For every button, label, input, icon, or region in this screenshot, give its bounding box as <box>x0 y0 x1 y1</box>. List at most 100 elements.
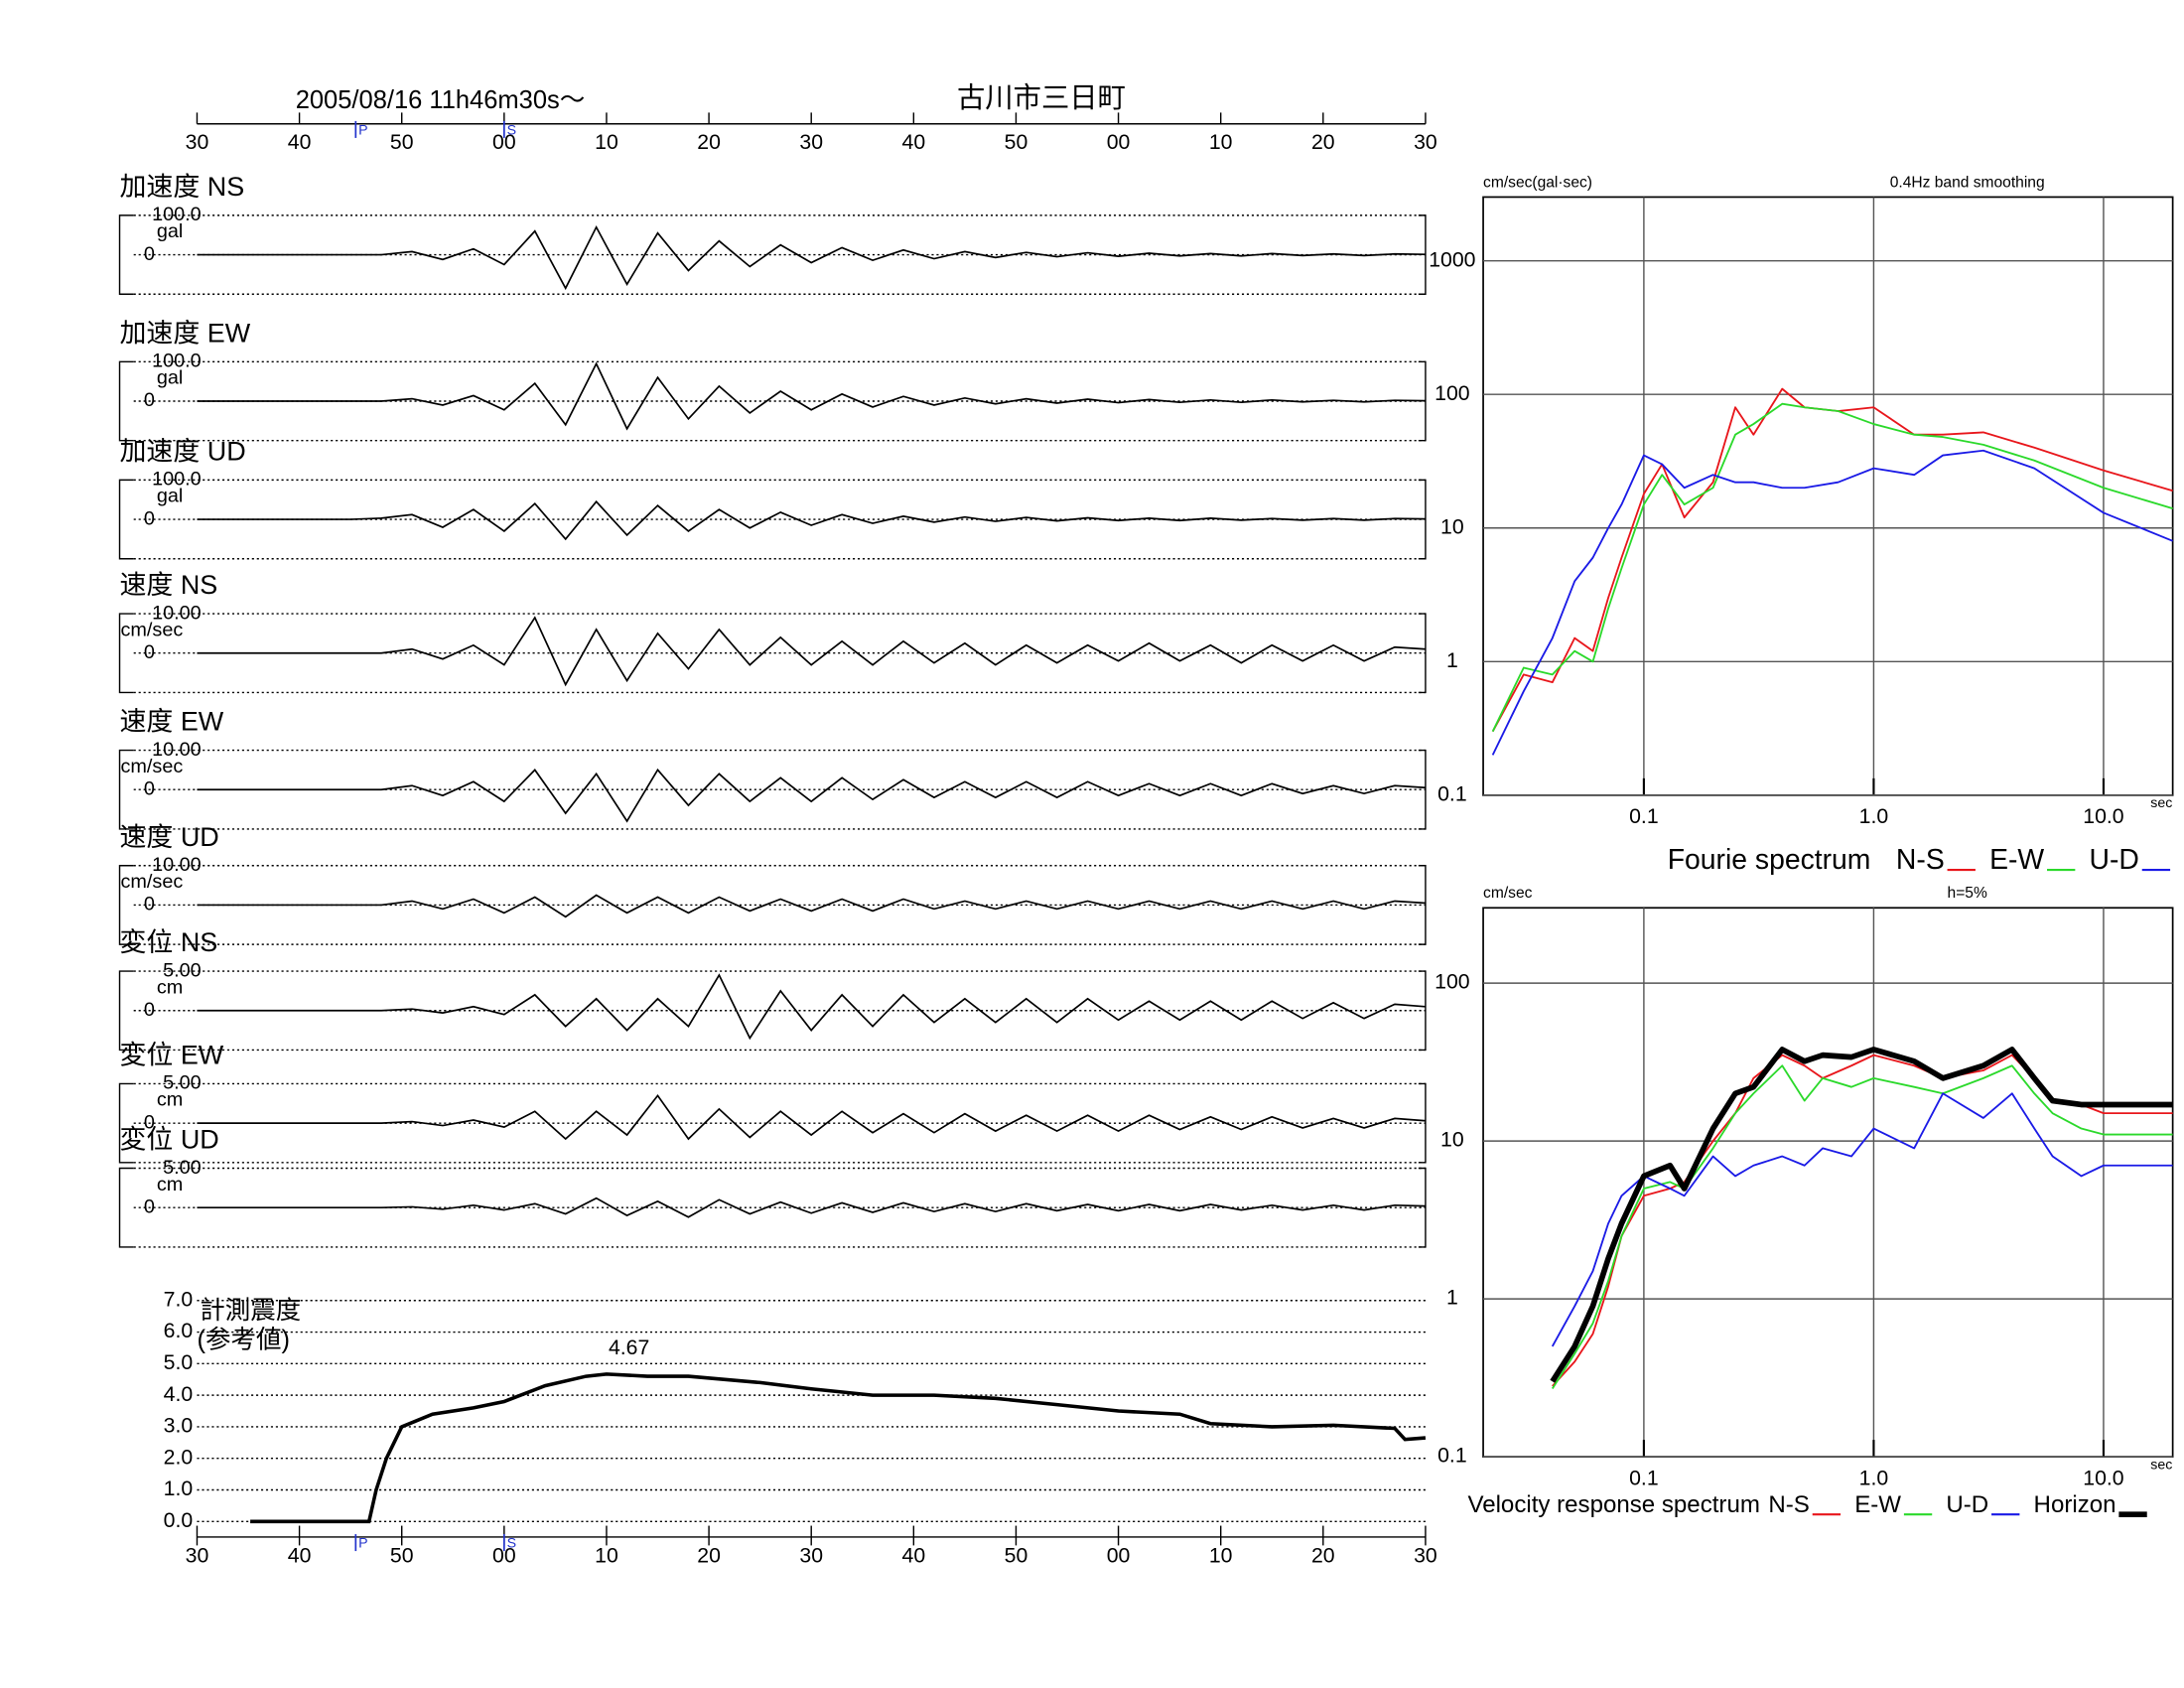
plot-frame <box>1482 907 2174 1458</box>
unit-label: cm/sec <box>121 756 184 777</box>
channel-label: 変位 UD <box>120 1125 219 1155</box>
x-tick-label: 50 <box>1005 1543 1028 1567</box>
y-tick-label: 0 <box>144 243 155 265</box>
channel-label: 変位 NS <box>120 927 218 957</box>
y-tick-label: 10 <box>1440 514 1464 538</box>
y-tick-label: 6.0 <box>164 1319 194 1342</box>
spectrum-line <box>1551 1064 2173 1390</box>
y-tick-label: 3.0 <box>164 1414 194 1438</box>
legend-label: Horizon <box>2034 1491 2116 1518</box>
x-tick-label: 50 <box>390 130 414 154</box>
y-tick-label: 5.00 <box>163 1157 202 1179</box>
y-tick-label: 5.00 <box>163 959 202 981</box>
x-axis-label: sec <box>2150 1457 2172 1473</box>
y-tick-label: 100.0 <box>152 351 202 372</box>
channel-label: 速度 UD <box>120 822 219 852</box>
unit-label: cm/sec <box>121 871 184 893</box>
y-tick-label: 10.00 <box>152 739 202 761</box>
y-tick-label: 100 <box>1434 381 1469 405</box>
waveform-trace <box>197 616 1427 687</box>
y-tick-label: 100 <box>1434 970 1469 994</box>
unit-label: cm <box>157 1174 183 1196</box>
x-tick-label: 30 <box>186 130 209 154</box>
x-tick-label: 40 <box>902 1543 926 1567</box>
y-tick-label: 10.00 <box>152 854 202 876</box>
y-tick-label: 0 <box>144 894 155 915</box>
phase-label: P <box>358 1536 367 1552</box>
y-tick-label: 0.1 <box>1437 781 1467 805</box>
title: 計測震度 <box>200 1297 301 1325</box>
subtitle: (参考値) <box>197 1327 289 1354</box>
title: 2005/08/16 11h46m30s〜 <box>296 86 586 114</box>
x-tick-label: 20 <box>697 130 721 154</box>
x-tick-label: 00 <box>1107 130 1131 154</box>
x-tick-label: 1.0 <box>1859 804 1889 828</box>
x-tick-label: 00 <box>492 130 516 154</box>
unit-label: cm/sec <box>121 619 184 640</box>
y-tick-label: 1 <box>1446 1286 1458 1310</box>
waveform-trace <box>197 1196 1426 1218</box>
station-name: 古川市三日町 <box>957 82 1126 114</box>
unit-label: gal <box>157 367 183 389</box>
x-tick-label: 20 <box>1311 130 1335 154</box>
x-tick-label: 30 <box>799 1543 823 1567</box>
unit-label: cm <box>157 1089 183 1111</box>
y-tick-label: 4.0 <box>164 1382 194 1406</box>
x-tick-label: 10.0 <box>2083 1466 2123 1489</box>
spectrum-line <box>1491 449 2173 756</box>
phase-label: P <box>358 123 367 139</box>
y-axis-label: cm/sec <box>1483 885 1533 902</box>
waveform-trace <box>197 894 1427 918</box>
y-tick-label: 100.0 <box>152 469 202 491</box>
y-axis-label: cm/sec(gal·sec) <box>1483 174 1592 191</box>
x-tick-label: 30 <box>186 1543 209 1567</box>
x-tick-label: 30 <box>1414 130 1437 154</box>
y-tick-label: 0 <box>144 777 155 799</box>
x-tick-label: 30 <box>799 130 823 154</box>
waveform-trace <box>197 1093 1427 1141</box>
unit-label: cm <box>157 976 183 998</box>
y-tick-label: 10.00 <box>152 602 202 624</box>
y-tick-label: 0 <box>144 507 155 529</box>
x-tick-label: 10.0 <box>2083 804 2123 828</box>
x-tick-label: 20 <box>697 1543 721 1567</box>
x-tick-label: 50 <box>1005 130 1028 154</box>
y-tick-label: 0 <box>144 1196 155 1217</box>
x-tick-label: 50 <box>390 1543 414 1567</box>
y-tick-label: 0 <box>144 389 155 411</box>
phase-label: S <box>507 123 516 139</box>
spectrum-line <box>1491 387 2173 733</box>
y-tick-label: 5.0 <box>164 1350 194 1374</box>
x-tick-label: 30 <box>1414 1543 1437 1567</box>
y-tick-label: 0 <box>144 641 155 663</box>
x-tick-label: 10 <box>1209 1543 1233 1567</box>
x-tick-label: 00 <box>1107 1543 1131 1567</box>
x-axis-label: sec <box>2150 795 2172 811</box>
y-tick-label: 1.0 <box>164 1477 194 1500</box>
waveform-trace <box>197 361 1426 431</box>
legend-label: N-S <box>1896 844 1945 876</box>
x-tick-label: 40 <box>902 130 926 154</box>
channel-label: 加速度 UD <box>120 437 246 467</box>
x-tick-label: 10 <box>595 1543 618 1567</box>
waveform-trace <box>197 768 1427 823</box>
y-tick-label: 100.0 <box>152 204 202 225</box>
y-tick-label: 1 <box>1446 648 1458 672</box>
legend-title: Velocity response spectrum <box>1467 1491 1759 1518</box>
y-tick-label: 5.00 <box>163 1072 202 1094</box>
y-tick-label: 0 <box>144 1111 155 1133</box>
channel-label: 加速度 EW <box>120 318 251 348</box>
spectrum-line <box>1550 1047 2173 1383</box>
note: h=5% <box>1948 885 1987 902</box>
legend-label: N-S <box>1768 1491 1809 1518</box>
x-tick-label: 10 <box>595 130 618 154</box>
y-tick-label: 0 <box>144 999 155 1021</box>
legend-title: Fourie spectrum <box>1668 844 1871 876</box>
spectrum-line <box>1491 402 2173 733</box>
phase-label: S <box>507 1536 516 1552</box>
x-tick-label: 10 <box>1209 130 1233 154</box>
intensity-line <box>250 1372 1427 1524</box>
legend-label: E-W <box>1854 1491 1901 1518</box>
x-tick-label: 1.0 <box>1859 1466 1889 1489</box>
